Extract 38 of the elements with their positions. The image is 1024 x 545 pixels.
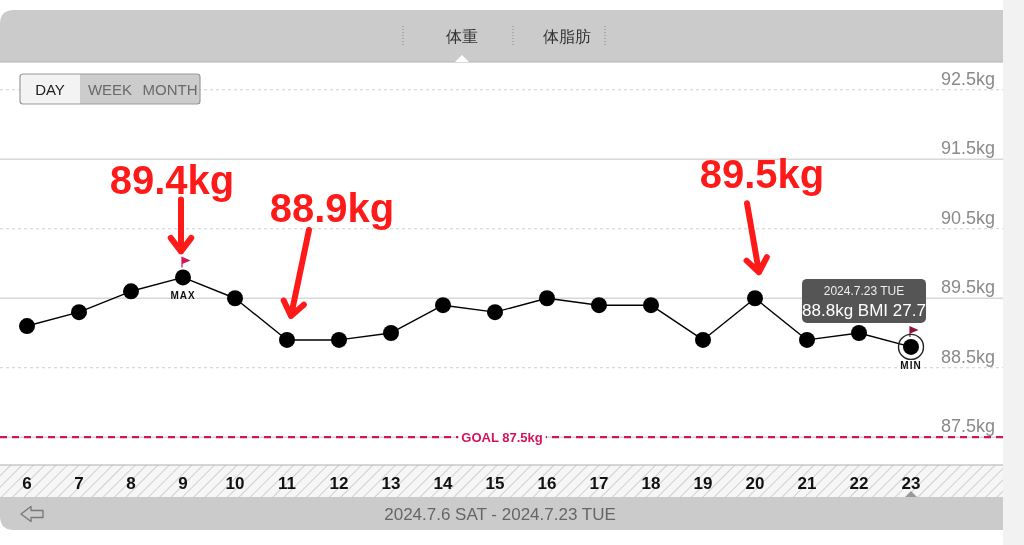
x-tick-label: 6 bbox=[22, 474, 32, 493]
ref-line-label: GOAL 87.5kg bbox=[461, 429, 543, 445]
x-tick-label: 9 bbox=[178, 474, 188, 493]
annotation: WEEK bbox=[87, 81, 133, 98]
y-tick-label: 89.5kg bbox=[940, 277, 995, 298]
x-tick-label: 7 bbox=[74, 474, 84, 493]
x-tick-label: 14 bbox=[433, 474, 453, 493]
x-tick-label: 16 bbox=[537, 474, 557, 493]
x-tick-label: 22 bbox=[849, 474, 869, 493]
x-tick-label: 21 bbox=[797, 474, 817, 493]
annotation: 88.8kg BMI 27.7 bbox=[802, 300, 926, 320]
chart-title: 体重 bbox=[446, 28, 478, 45]
annotation: 88.9kg bbox=[269, 185, 395, 230]
x-tick-label: 15 bbox=[485, 474, 505, 493]
annotation: MONTH bbox=[142, 81, 198, 98]
annotation: 89.5kg bbox=[699, 152, 825, 197]
y-tick-label: 91.5kg bbox=[940, 138, 995, 159]
x-tick-label: 13 bbox=[381, 474, 401, 493]
text: 体脂肪 bbox=[543, 28, 591, 45]
y-tick-label: 88.5kg bbox=[940, 346, 995, 367]
annotation: MAX bbox=[170, 290, 196, 302]
x-tick-label: 10 bbox=[225, 474, 245, 493]
y-tick-label: 87.5kg bbox=[940, 416, 995, 437]
x-tick-label: 23 bbox=[901, 474, 921, 493]
x-tick-label: 12 bbox=[329, 474, 349, 493]
x-tick-label: 11 bbox=[278, 474, 296, 493]
annotation: MIN bbox=[900, 359, 922, 371]
y-tick-label: 92.5kg bbox=[940, 68, 995, 89]
x-tick-label: 17 bbox=[589, 474, 609, 493]
x-tick-label: 8 bbox=[126, 474, 136, 493]
x-tick-label: 20 bbox=[745, 474, 765, 493]
x-tick-label: 19 bbox=[693, 474, 713, 493]
x-tick-label: 18 bbox=[641, 474, 661, 493]
annotation: 2024.7.23 TUE bbox=[823, 283, 905, 298]
y-tick-label: 90.5kg bbox=[940, 207, 995, 228]
annotation: 89.4kg bbox=[109, 158, 235, 203]
x-axis-title: 2024.7.6 SAT - 2024.7.23 TUE bbox=[384, 505, 616, 524]
annotation: DAY bbox=[35, 81, 65, 98]
